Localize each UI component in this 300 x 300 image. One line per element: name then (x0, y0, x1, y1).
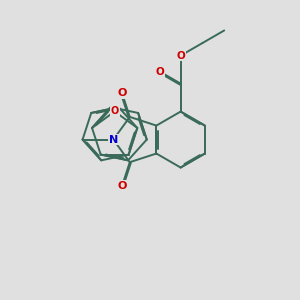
Text: O: O (176, 51, 185, 61)
Text: N: N (109, 135, 118, 145)
Text: O: O (117, 88, 127, 98)
Text: O: O (156, 67, 164, 77)
Text: O: O (110, 106, 119, 116)
Text: O: O (117, 181, 127, 191)
